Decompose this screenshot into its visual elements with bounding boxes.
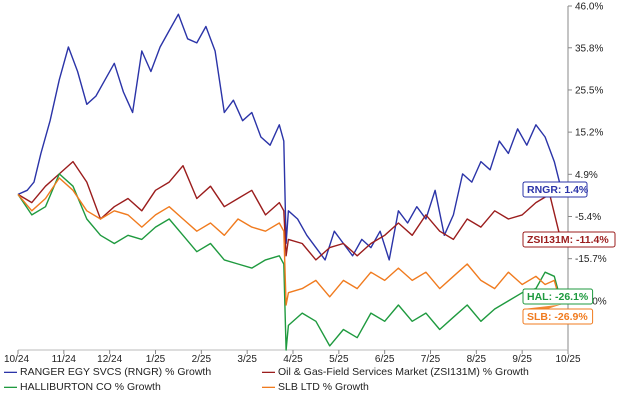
x-tick-label: 10/24 <box>4 354 29 365</box>
x-tick-label: 4/25 <box>283 354 303 365</box>
legend-swatch-hal: — <box>4 379 17 394</box>
x-tick-label: 12/24 <box>97 354 122 365</box>
y-tick-label: 4.9% <box>575 170 598 181</box>
end-label-zsi131m: ZSI131M: -11.4% <box>527 234 609 246</box>
end-label-rngr: RNGR: 1.4% <box>527 184 589 196</box>
legend-label-rngr: RANGER EGY SVCS (RNGR) % Growth <box>20 366 212 378</box>
x-tick-label: 6/25 <box>375 354 395 365</box>
series-line-zsi131m <box>17 160 562 261</box>
legend: — RANGER EGY SVCS (RNGR) % Growth — Oil & G… <box>4 364 616 398</box>
end-label-box-zsi131m <box>522 231 616 248</box>
end-label-box-rngr <box>522 181 588 198</box>
x-tick-label: 3/25 <box>237 354 257 365</box>
legend-item-slb: — SLB LTD % Growth <box>262 379 369 394</box>
x-tick-label: 11/24 <box>52 354 77 365</box>
end-label-box-hal <box>522 288 594 305</box>
legend-item-rngr: — RANGER EGY SVCS (RNGR) % Growth <box>4 364 212 379</box>
y-tick-label: -5.4% <box>575 212 601 223</box>
series-line-slb <box>17 177 562 306</box>
x-tick-label: 8/25 <box>467 354 487 365</box>
legend-label-hal: HALLIBURTON CO % Growth <box>20 381 161 393</box>
legend-item-zsi131m: — Oil & Gas-Field Services Market (ZSI131… <box>262 364 529 379</box>
y-tick-label: 25.5% <box>575 85 603 96</box>
x-tick-label: 5/25 <box>329 354 349 365</box>
legend-label-zsi131m: Oil & Gas-Field Services Market (ZSI131M… <box>278 366 529 378</box>
legend-swatch-zsi131m: — <box>262 364 275 379</box>
x-tick-label: 7/25 <box>421 354 441 365</box>
x-tick-label: 9/25 <box>512 354 532 365</box>
legend-label-slb: SLB LTD % Growth <box>278 381 369 393</box>
end-label-hal: HAL: -26.1% <box>527 291 589 303</box>
series-line-hal <box>17 173 562 351</box>
x-tick-label: 10/25 <box>555 354 580 365</box>
end-label-box-slb <box>522 308 594 325</box>
legend-swatch-slb: — <box>262 379 275 394</box>
legend-swatch-rngr: — <box>4 364 17 379</box>
y-tick-label: 15.2% <box>575 128 603 139</box>
x-tick-label: 2/25 <box>192 354 212 365</box>
x-tick-label: 1/25 <box>146 354 166 365</box>
y-tick-label: 35.8% <box>575 43 603 54</box>
y-tick-label: -15.7% <box>575 254 607 265</box>
legend-item-hal: — HALLIBURTON CO % Growth <box>4 379 161 394</box>
end-label-slb: SLB: -26.9% <box>527 311 588 323</box>
chart: 46.0%35.8%25.5%15.2%4.9%-5.4%-15.7%-26.0… <box>4 1 616 365</box>
y-tick-label: 46.0% <box>575 2 603 13</box>
